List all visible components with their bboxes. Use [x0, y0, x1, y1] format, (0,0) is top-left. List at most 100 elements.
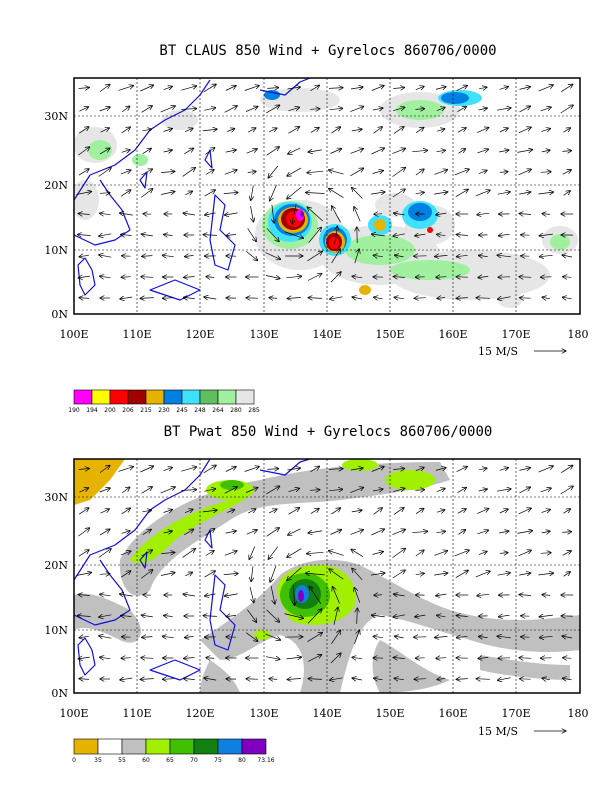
wind-vector [456, 679, 468, 680]
panel2-xtick-170e: 170E [501, 707, 530, 720]
wind-vector [415, 467, 424, 470]
wind-vector [79, 255, 89, 257]
wind-vector [121, 106, 130, 113]
wind-vector [162, 255, 174, 256]
wind-vector [479, 468, 487, 470]
wind-vector [434, 170, 447, 175]
wind-vector [266, 147, 280, 156]
panel2-xtick-100e: 100E [59, 707, 88, 720]
panel2-wind-vectors [76, 465, 573, 680]
wind-vector [454, 169, 470, 176]
wind-vector [181, 109, 196, 110]
wind-vector [140, 570, 153, 579]
wind-vector [373, 255, 383, 256]
wind-vector [269, 679, 278, 680]
wind-vector [477, 530, 488, 535]
wind-vector [562, 551, 572, 556]
wind-vector [497, 636, 511, 638]
wind-vector [287, 167, 302, 176]
wind-vector [249, 546, 256, 560]
wind-vector [477, 508, 489, 514]
wind-vector [76, 573, 91, 576]
wind-vector [456, 235, 468, 236]
wind-vector [120, 678, 133, 680]
wind-vector [478, 551, 487, 554]
wind-vector [284, 231, 304, 239]
wind-vector [350, 106, 363, 112]
wind-vector [78, 147, 89, 156]
wind-vector [268, 509, 277, 513]
wind-vector [561, 465, 573, 473]
wind-vector [121, 658, 131, 659]
wind-vector [372, 552, 384, 555]
wind-vector [118, 467, 134, 472]
wind-vector [542, 297, 551, 299]
wind-vector [184, 277, 195, 278]
wind-vector [519, 277, 532, 278]
wind-vector [542, 595, 551, 596]
wind-vector [354, 249, 359, 264]
wind-vector [350, 87, 363, 89]
colorbar-label: 70 [190, 757, 198, 764]
wind-vector [310, 127, 319, 133]
wind-vector [308, 531, 323, 533]
wind-vector [164, 616, 173, 617]
wind-vector [332, 206, 341, 223]
wind-vector [79, 636, 89, 638]
wind-vector [393, 88, 404, 89]
panel2-reference-vector-label: 15 M/S [478, 725, 518, 738]
wind-vector [308, 227, 322, 244]
wind-vector [77, 235, 91, 236]
panel1-reference-vector-label: 15 M/S [478, 345, 518, 358]
wind-vector [308, 679, 322, 680]
wind-vector [329, 108, 342, 109]
wind-vector [330, 530, 341, 535]
wind-vector [538, 573, 553, 575]
wind-vector [330, 678, 343, 680]
wind-vector [477, 127, 489, 133]
panel2-ytick-30n: 30N [44, 491, 68, 504]
wind-vector [184, 529, 193, 536]
wind-vector [224, 487, 238, 494]
wind-vector [393, 107, 405, 112]
wind-vector [79, 107, 88, 112]
wind-vector [163, 150, 173, 152]
wind-vector [310, 466, 320, 473]
panel1-ytick-0n: 0N [51, 308, 68, 321]
wind-vector [436, 107, 445, 110]
wind-vector [497, 678, 511, 681]
wind-vector [497, 297, 511, 300]
wind-vector [350, 487, 363, 493]
wind-vector [436, 658, 447, 659]
wind-vector [308, 298, 322, 299]
wind-vector [160, 487, 176, 494]
wind-vector [246, 251, 257, 260]
wind-vector [499, 150, 509, 152]
wind-vector [437, 298, 446, 299]
panel2-xtick-130e: 130E [249, 707, 278, 720]
wind-vector [542, 214, 551, 215]
wind-vector [204, 297, 217, 299]
wind-vector [161, 171, 175, 172]
wind-vector [456, 616, 468, 617]
wind-vector [266, 609, 280, 622]
wind-vector [225, 150, 237, 152]
wind-vector [310, 109, 320, 110]
wind-vector [142, 148, 152, 154]
wind-vector [437, 679, 446, 680]
wind-vector [121, 571, 131, 578]
wind-vector [562, 170, 572, 175]
wind-vector [286, 276, 301, 278]
wind-vector [412, 531, 427, 532]
wind-vector [78, 595, 90, 596]
wind-vector [478, 276, 489, 277]
colorbar-swatch [91, 389, 111, 405]
wind-vector [374, 678, 383, 680]
colorbar-label: 0 [72, 757, 76, 764]
wind-vector [98, 168, 111, 177]
wind-vector [562, 636, 573, 638]
panel1-y-tick-labels: 30N 20N 10N 0N [44, 110, 68, 321]
colorbar-label: 245 [176, 407, 188, 414]
wind-vector [272, 204, 274, 223]
wind-vector [394, 678, 404, 679]
